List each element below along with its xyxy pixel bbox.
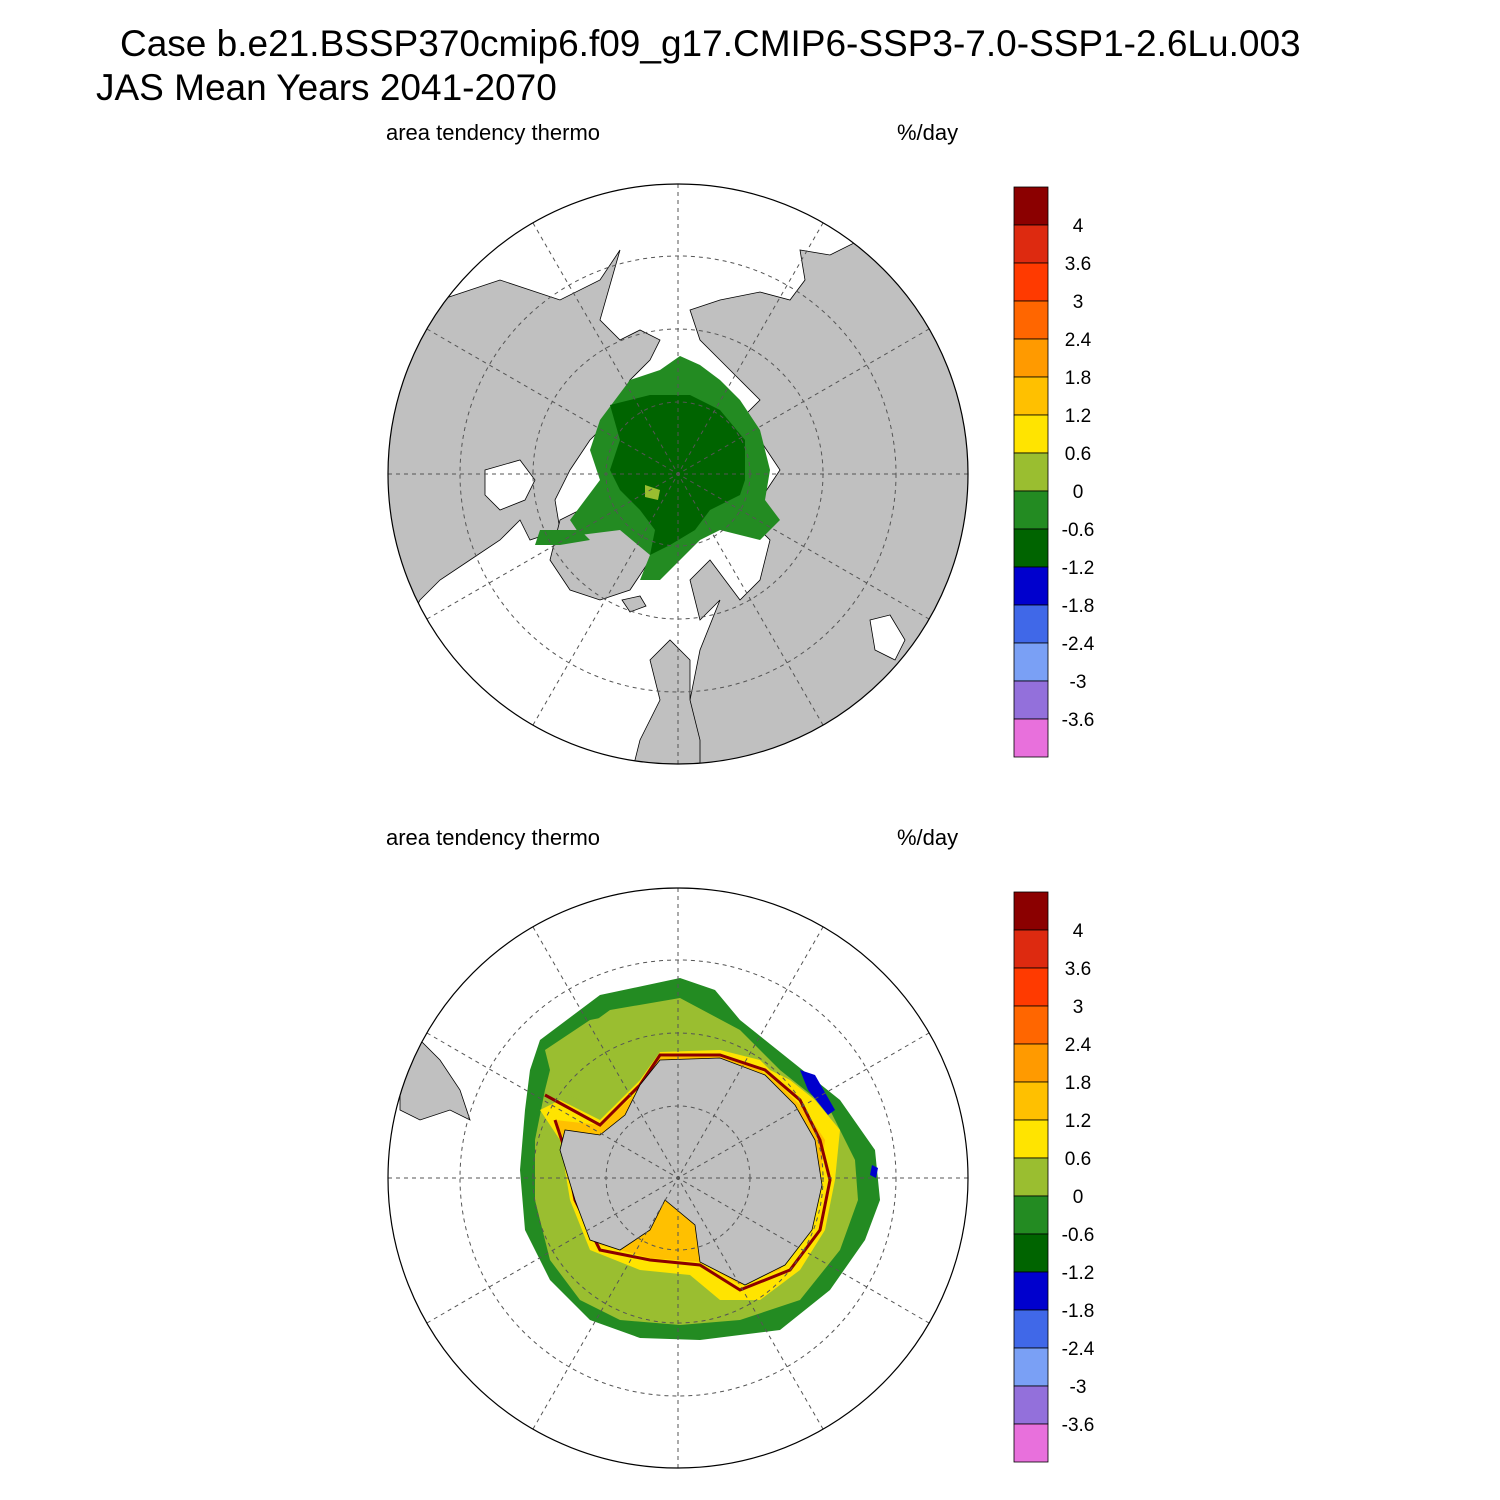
south-colorbar-tick-label: 1.8: [1065, 1073, 1091, 1094]
south-units-label: %/day: [897, 825, 959, 850]
south-colorbar-tick-label: -1.2: [1062, 1263, 1095, 1284]
iceland: [621, 595, 647, 613]
north-colorbar-swatch: [1013, 414, 1049, 454]
antarctica-landmass: [559, 1057, 823, 1286]
caspian-sea: [869, 614, 906, 661]
south-colorbar-tick-label: 2.4: [1065, 1035, 1092, 1056]
south-colorbar-swatch: [1013, 1233, 1049, 1273]
south-colorbar-tick-label: 0: [1073, 1187, 1084, 1208]
south-colorbar-swatch: [1013, 1271, 1049, 1311]
north-colorbar-swatch: [1013, 604, 1049, 644]
north-colorbar-swatch: [1013, 680, 1049, 720]
south-colorbar-swatch: [1013, 1195, 1049, 1235]
south-map-border: [387, 887, 969, 1469]
south-variable-label: area tendency thermo: [386, 825, 601, 850]
north-colorbar-tick-label: 4: [1073, 216, 1084, 237]
north-colorbar-tick-label: 1.8: [1065, 368, 1091, 389]
north-variable-label: area tendency thermo: [386, 120, 601, 145]
south-tendency-field: [399, 978, 880, 1340]
south-colorbar-swatch: [1013, 1423, 1049, 1463]
north-colorbar-tick-label: 2.4: [1065, 330, 1092, 351]
north-colorbar-swatch: [1013, 528, 1049, 568]
antarctic-olive-weddell: [545, 1010, 660, 1110]
arctic-positive-patch: [645, 485, 660, 500]
south-colorbar-swatch: [1013, 967, 1049, 1007]
south-colorbar-tick-label: -0.6: [1062, 1225, 1095, 1246]
north-colorbar-tick-label: -3: [1070, 672, 1087, 693]
north-graticule: [388, 184, 968, 764]
europe-landmass: [629, 639, 701, 764]
north-colorbar-swatch: [1013, 566, 1049, 606]
south-colorbar-swatch: [1013, 1081, 1049, 1121]
south-colorbar-swatch: [1013, 1119, 1049, 1159]
south-colorbar: 4 3.6 3 2.4 1.8 1.2 0.6 0 -0.6 -1.2 -1.8 -2.4 -3 -3.6: [1013, 891, 1095, 1463]
north-colorbar-tick-label: -3.6: [1062, 710, 1095, 731]
south-colorbar-swatch: [1013, 1157, 1049, 1197]
south-colorbar-swatch: [1013, 1347, 1049, 1387]
north-colorbar-swatch: [1013, 338, 1049, 378]
north-units-label: %/day: [897, 120, 959, 145]
south-colorbar-swatch: [1013, 1309, 1049, 1349]
south-america-tip: [399, 1039, 471, 1121]
case-title: Case b.e21.BSSP370cmip6.f09_g17.CMIP6-SS…: [120, 23, 1301, 64]
north-colorbar-tick-label: 3: [1073, 292, 1084, 313]
south-colorbar-swatch: [1013, 929, 1049, 969]
north-colorbar-tick-label: 0: [1073, 482, 1084, 503]
north-colorbar-swatch: [1013, 718, 1049, 758]
north-colorbar-swatch: [1013, 642, 1049, 682]
south-colorbar-tick-label: -3.6: [1062, 1415, 1095, 1436]
north-colorbar: 4 3.6 3 2.4 1.8 1.2 0.6 0 -0.6 -1.2 -1.8 -2.4 -3 -3.6: [1013, 186, 1095, 758]
south-colorbar-tick-label: 4: [1073, 921, 1084, 942]
south-colorbar-swatch: [1013, 1385, 1049, 1425]
north-colorbar-swatch: [1013, 186, 1049, 226]
south-colorbar-tick-label: 0.6: [1065, 1149, 1091, 1170]
south-colorbar-tick-label: -3: [1070, 1377, 1087, 1398]
north-colorbar-tick-label: 1.2: [1065, 406, 1091, 427]
antarctic-blue-patch-east: [870, 1165, 878, 1178]
season-title: JAS Mean Years 2041-2070: [96, 67, 557, 108]
north-colorbar-swatch: [1013, 262, 1049, 302]
north-map-border: [387, 183, 969, 765]
south-colorbar-tick-label: 1.2: [1065, 1111, 1091, 1132]
north-colorbar-tick-label: -0.6: [1062, 520, 1095, 541]
antarctic-blue-patch: [800, 1070, 835, 1115]
south-colorbar-swatch: [1013, 891, 1049, 931]
south-graticule: [388, 888, 968, 1468]
north-colorbar-tick-label: -1.8: [1062, 596, 1095, 617]
south-colorbar-tick-label: -2.4: [1062, 1339, 1095, 1360]
north-colorbar-swatch: [1013, 224, 1049, 264]
arctic-ice-baffin: [535, 530, 590, 545]
antarctic-polar-map: [387, 887, 969, 1469]
north-colorbar-swatch: [1013, 452, 1049, 492]
hudson-bay: [484, 459, 536, 511]
south-colorbar-tick-label: 3.6: [1065, 959, 1091, 980]
north-colorbar-tick-label: 0.6: [1065, 444, 1091, 465]
north-colorbar-tick-label: 3.6: [1065, 254, 1091, 275]
south-colorbar-tick-label: 3: [1073, 997, 1084, 1018]
north-colorbar-swatch: [1013, 376, 1049, 416]
arctic-polar-map: [387, 183, 969, 765]
north-colorbar-tick-label: -2.4: [1062, 634, 1095, 655]
north-colorbar-tick-label: -1.2: [1062, 558, 1095, 579]
south-colorbar-swatch: [1013, 1043, 1049, 1083]
south-colorbar-tick-label: -1.8: [1062, 1301, 1095, 1322]
south-colorbar-swatch: [1013, 1005, 1049, 1045]
north-colorbar-swatch: [1013, 490, 1049, 530]
north-colorbar-swatch: [1013, 300, 1049, 340]
